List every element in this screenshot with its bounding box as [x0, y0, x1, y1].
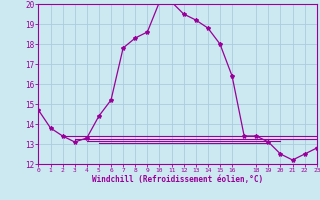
X-axis label: Windchill (Refroidissement éolien,°C): Windchill (Refroidissement éolien,°C): [92, 175, 263, 184]
